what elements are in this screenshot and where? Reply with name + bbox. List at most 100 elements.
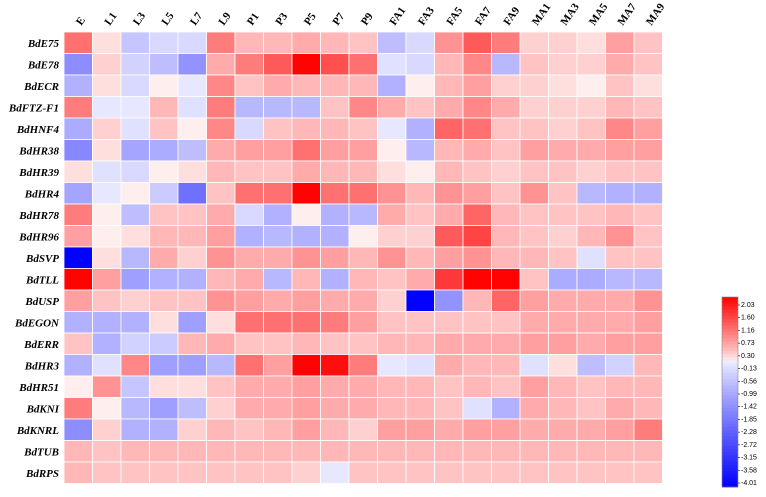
heatmap-cell — [263, 461, 293, 484]
heatmap-cell — [92, 225, 122, 248]
heatmap-cell — [462, 354, 492, 377]
heatmap-cell — [434, 31, 464, 54]
heatmap-cell — [291, 397, 321, 420]
heatmap-cell — [548, 461, 578, 484]
heatmap-cell — [263, 53, 293, 76]
legend-swatch — [722, 322, 738, 326]
heatmap-cell — [206, 332, 236, 355]
heatmap-cell — [92, 332, 122, 355]
heatmap-cell — [633, 461, 663, 484]
heatmap-cell — [633, 418, 663, 441]
heatmap-cell — [519, 246, 549, 269]
legend-swatch — [722, 449, 738, 453]
heatmap-cell — [519, 440, 549, 463]
heatmap-cell — [263, 182, 293, 205]
heatmap-cell — [491, 289, 521, 312]
heatmap-cell — [434, 311, 464, 334]
legend-swatch — [722, 430, 738, 434]
heatmap-cell — [320, 268, 350, 291]
heatmap-cell — [462, 397, 492, 420]
heatmap-cell — [320, 53, 350, 76]
heatmap-cell — [63, 418, 93, 441]
heatmap-cell — [377, 182, 407, 205]
heatmap-cell — [548, 182, 578, 205]
heatmap-cell — [377, 268, 407, 291]
heatmap-cell — [320, 311, 350, 334]
heatmap-cell — [462, 182, 492, 205]
row-label: BdE75 — [27, 38, 60, 50]
heatmap-cell — [320, 375, 350, 398]
heatmap-cell — [63, 354, 93, 377]
legend-swatch — [722, 341, 738, 345]
heatmap-cell — [63, 117, 93, 140]
heatmap-cell — [548, 397, 578, 420]
heatmap-cell — [491, 53, 521, 76]
heatmap-cell — [434, 354, 464, 377]
heatmap-cell — [291, 332, 321, 355]
heatmap-cell — [434, 225, 464, 248]
heatmap-cell — [291, 375, 321, 398]
heatmap-cell — [92, 74, 122, 97]
heatmap-cell — [177, 74, 207, 97]
legend-tick-label: -3.58 — [741, 467, 757, 474]
heatmap-cell — [206, 225, 236, 248]
heatmap-cell — [263, 96, 293, 119]
heatmap-cell — [348, 289, 378, 312]
legend-swatch — [722, 350, 738, 355]
heatmap-cell — [120, 96, 150, 119]
heatmap-cell — [348, 418, 378, 441]
heatmap-cell — [120, 397, 150, 420]
heatmap-cell — [434, 96, 464, 119]
heatmap-cell — [234, 246, 264, 269]
heatmap-cell — [377, 74, 407, 97]
heatmap-cell — [92, 117, 122, 140]
row-label: BdERR — [23, 339, 59, 351]
heatmap-cell — [63, 96, 93, 119]
heatmap-cell — [92, 53, 122, 76]
heatmap-cell — [120, 203, 150, 226]
column-labels: E L1 L3 L5 L7 L9 P1 P3 P5 P7 P9 FA1 FA3 FA5 FA7 FA9 MA1 M… — [74, 1, 668, 28]
heatmap-cell — [548, 418, 578, 441]
heatmap-cell — [605, 182, 635, 205]
row-label: BdHR38 — [18, 145, 59, 157]
heatmap-cell — [434, 182, 464, 205]
heatmap-cell — [291, 461, 321, 484]
row-label: BdEGON — [14, 317, 60, 329]
heatmap-cell — [177, 440, 207, 463]
heatmap-cell — [491, 375, 521, 398]
heatmap-cell — [462, 440, 492, 463]
heatmap-cell — [491, 182, 521, 205]
heatmap-cell — [434, 332, 464, 355]
heatmap-cell — [548, 375, 578, 398]
heatmap-cell — [206, 182, 236, 205]
heatmap-cell — [206, 268, 236, 291]
heatmap-cell — [348, 225, 378, 248]
heatmap-cell — [320, 139, 350, 162]
heatmap-cell — [206, 203, 236, 226]
heatmap-cell — [177, 461, 207, 484]
heatmap-cell — [320, 289, 350, 312]
heatmap-cell — [177, 311, 207, 334]
heatmap-cell — [149, 53, 179, 76]
legend-swatch — [722, 388, 738, 393]
heatmap-cell — [63, 203, 93, 226]
heatmap-cell — [348, 182, 378, 205]
heatmap-cell — [434, 397, 464, 420]
legend-swatch — [722, 373, 738, 377]
heatmap-cell — [377, 418, 407, 441]
heatmap-cell — [149, 225, 179, 248]
heatmap-cell — [434, 246, 464, 269]
heatmap-cell — [405, 246, 435, 269]
legend-swatch — [722, 468, 738, 472]
heatmap-cell — [491, 96, 521, 119]
row-label: BdHR96 — [18, 231, 59, 243]
heatmap-cell — [320, 225, 350, 248]
column-label: MA1 — [530, 1, 553, 27]
heatmap-cell — [320, 96, 350, 119]
heatmap-cell — [548, 203, 578, 226]
legend-swatch — [722, 338, 738, 342]
heatmap-cell — [291, 246, 321, 269]
legend-swatch — [722, 379, 738, 383]
heatmap-cell — [519, 139, 549, 162]
heatmap-cell — [63, 311, 93, 334]
